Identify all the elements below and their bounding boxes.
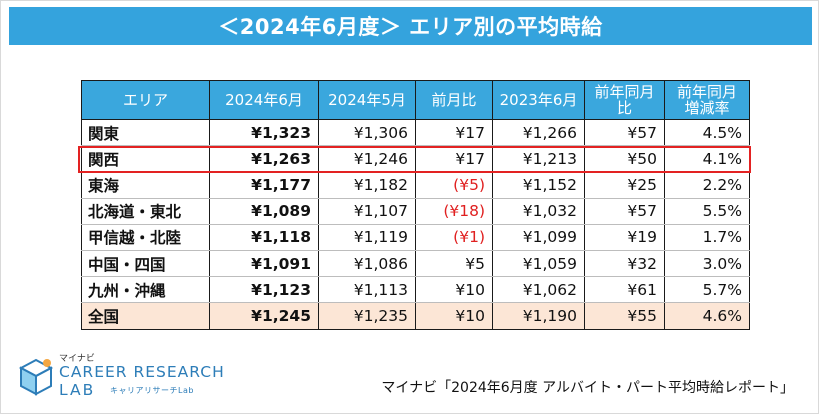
wage-table: エリア 2024年6月 2024年5月 前月比 2023年6月 前年同月比 前年同月 増減率… <box>81 80 750 330</box>
column-header: 前月比 <box>415 80 493 120</box>
table-cell: ¥1,089 <box>209 198 319 225</box>
table-row: 北海道・東北 ¥1,089 ¥1,107 (¥18) ¥1,032 ¥57 5.5% <box>81 198 750 225</box>
table-cell: ¥1,119 <box>318 224 416 251</box>
logo-line2: LAB <box>59 381 96 399</box>
table-cell: ¥1,086 <box>318 250 416 278</box>
table-cell: ¥1,091 <box>209 250 319 278</box>
table-cell: ¥1,059 <box>492 250 585 278</box>
table-cell: ¥19 <box>584 224 665 251</box>
table-row: 関西 ¥1,263 ¥1,246 ¥17 ¥1,213 ¥50 4.1% <box>81 145 750 173</box>
table-cell: (¥18) <box>415 198 493 225</box>
column-header: 2024年6月 <box>209 80 319 120</box>
area-cell: 北海道・東北 <box>81 198 210 225</box>
table-cell: ¥1,113 <box>318 276 416 304</box>
table-cell: (¥1) <box>415 224 493 251</box>
table-cell: ¥1,235 <box>318 302 416 330</box>
table-cell: ¥1,062 <box>492 276 585 304</box>
table-header-row: エリア 2024年6月 2024年5月 前月比 2023年6月 前年同月比 前年同月 増減率 <box>81 80 750 120</box>
table-body: 関東 ¥1,323 ¥1,306 ¥17 ¥1,266 ¥57 4.5% 関西 ¥1,263 ¥1… <box>81 119 750 330</box>
table-cell: ¥1,266 <box>492 119 585 147</box>
area-cell: 中国・四国 <box>81 250 210 278</box>
table-cell: 5.5% <box>664 198 750 225</box>
logo-line1: CAREER RESEARCH <box>59 363 225 381</box>
source-citation: マイナビ「2024年6月度 アルバイト・パート平均時給レポート」 <box>381 380 794 396</box>
column-header: 2023年6月 <box>492 80 585 120</box>
table-cell: ¥1,246 <box>318 145 416 173</box>
table-cell: ¥57 <box>584 119 665 147</box>
table-cell: 2.2% <box>664 171 750 199</box>
table-cell: ¥1,152 <box>492 171 585 199</box>
table-cell: ¥10 <box>415 302 493 330</box>
table-cell: ¥1,182 <box>318 171 416 199</box>
column-header: 前年同月 増減率 <box>664 80 750 120</box>
area-cell: 甲信越・北陸 <box>81 224 210 251</box>
table-cell: 1.7% <box>664 224 750 251</box>
table-cell: ¥1,263 <box>209 145 319 173</box>
table-cell: ¥17 <box>415 145 493 173</box>
table-cell: ¥1,245 <box>209 302 319 330</box>
table-row: 関東 ¥1,323 ¥1,306 ¥17 ¥1,266 ¥57 4.5% <box>81 119 750 147</box>
table-cell: ¥1,323 <box>209 119 319 147</box>
table-cell: ¥55 <box>584 302 665 330</box>
table-cell: ¥1,032 <box>492 198 585 225</box>
table-cell: (¥5) <box>415 171 493 199</box>
slide-title: ＜2024年6月度＞ エリア別の平均時給 <box>9 7 812 45</box>
table-cell: ¥50 <box>584 145 665 173</box>
table-cell: ¥61 <box>584 276 665 304</box>
career-research-lab-logo: マイナビ CAREER RESEARCH LAB キャリアリサーチLab <box>17 351 247 407</box>
table-cell: ¥1,118 <box>209 224 319 251</box>
cube-icon <box>18 358 54 396</box>
table-cell: 4.5% <box>664 119 750 147</box>
table-row: 九州・沖縄 ¥1,123 ¥1,113 ¥10 ¥1,062 ¥61 5.7% <box>81 276 750 304</box>
area-cell: 九州・沖縄 <box>81 276 210 304</box>
table-cell: ¥1,107 <box>318 198 416 225</box>
area-cell: 東海 <box>81 171 210 199</box>
table-cell: 4.6% <box>664 302 750 330</box>
table-cell: 5.7% <box>664 276 750 304</box>
table-cell: ¥1,306 <box>318 119 416 147</box>
table-cell: ¥10 <box>415 276 493 304</box>
column-header: 前年同月比 <box>584 80 665 120</box>
column-header: 2024年5月 <box>318 80 416 120</box>
table-cell: 4.1% <box>664 145 750 173</box>
table-cell: ¥1,177 <box>209 171 319 199</box>
area-cell: 関西 <box>81 145 210 173</box>
logo-brand: マイナビ <box>59 354 95 364</box>
table-cell: ¥1,099 <box>492 224 585 251</box>
table-cell: ¥5 <box>415 250 493 278</box>
table-cell: ¥1,213 <box>492 145 585 173</box>
table-cell: ¥25 <box>584 171 665 199</box>
table-row: 東海 ¥1,177 ¥1,182 (¥5) ¥1,152 ¥25 2.2% <box>81 171 750 199</box>
logo-tagline: キャリアリサーチLab <box>110 386 194 395</box>
column-header: エリア <box>81 80 210 120</box>
table-row: 中国・四国 ¥1,091 ¥1,086 ¥5 ¥1,059 ¥32 3.0% <box>81 250 750 278</box>
table-cell: ¥1,123 <box>209 276 319 304</box>
table-cell: ¥1,190 <box>492 302 585 330</box>
table-cell: 3.0% <box>664 250 750 278</box>
table-row: 全国 ¥1,245 ¥1,235 ¥10 ¥1,190 ¥55 4.6% <box>81 302 750 330</box>
table-cell: ¥32 <box>584 250 665 278</box>
table-cell: ¥57 <box>584 198 665 225</box>
area-cell: 関東 <box>81 119 210 147</box>
table-cell: ¥17 <box>415 119 493 147</box>
table-row: 甲信越・北陸 ¥1,118 ¥1,119 (¥1) ¥1,099 ¥19 1.7% <box>81 224 750 251</box>
area-cell: 全国 <box>81 302 210 330</box>
